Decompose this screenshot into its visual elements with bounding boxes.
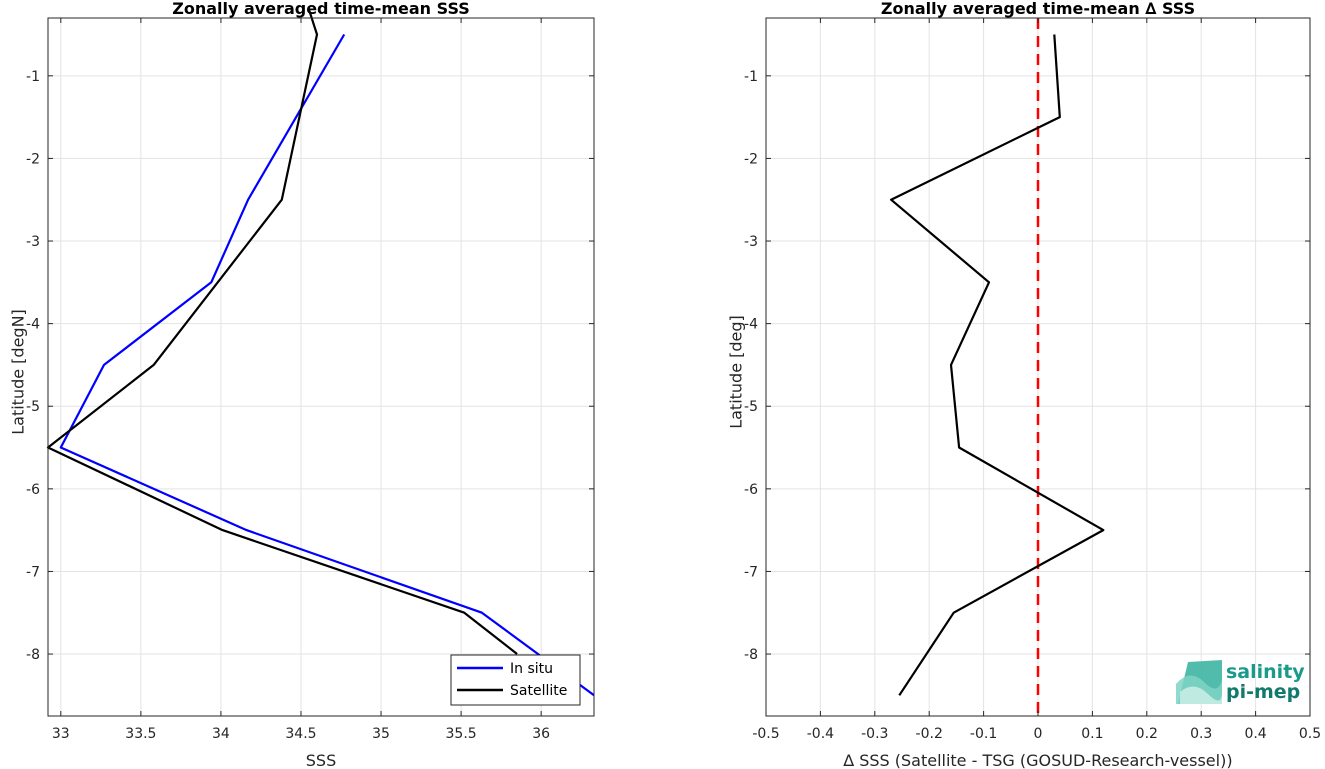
y-tick-label: -8 xyxy=(26,647,40,663)
x-tick-label: 35 xyxy=(372,726,390,742)
y-tick-label: -3 xyxy=(744,234,758,250)
y-tick-label: -4 xyxy=(26,317,40,333)
legend-label-satellite: Satellite xyxy=(510,683,567,699)
y-tick-label: -5 xyxy=(26,399,40,415)
x-tick-label: 0.3 xyxy=(1190,726,1212,742)
x-tick-label: -0.5 xyxy=(752,726,779,742)
y-tick-label: -8 xyxy=(744,647,758,663)
y-tick-label: -2 xyxy=(26,151,40,167)
y-tick-label: -6 xyxy=(744,482,758,498)
x-tick-label: 0.2 xyxy=(1136,726,1158,742)
delta-series xyxy=(889,18,1105,716)
sss-series xyxy=(46,9,595,697)
y-tick-label: -3 xyxy=(26,234,40,250)
legend-box xyxy=(450,654,581,706)
x-tick-label: -0.2 xyxy=(916,726,943,742)
x-tick-label: 34.5 xyxy=(285,726,316,742)
y-tick-label: -1 xyxy=(744,69,758,85)
x-tick-label: 0.4 xyxy=(1244,726,1266,742)
series-line-delta-sss xyxy=(889,34,1105,696)
x-tick-label: 35.5 xyxy=(446,726,477,742)
x-tick-label: 36 xyxy=(532,726,550,742)
y-tick-label: -5 xyxy=(744,399,758,415)
y-tick-label: -7 xyxy=(26,564,40,580)
delta-ylabel: Latitude [deg] xyxy=(727,315,746,429)
legend: In situ Satellite xyxy=(450,654,581,706)
sss-xlabel: SSS xyxy=(306,751,336,769)
delta-xlabel: ∆ SSS (Satellite - TSG (GOSUD-Research-v… xyxy=(842,751,1232,769)
y-tick-label: -4 xyxy=(744,317,758,333)
y-tick-label: -7 xyxy=(744,564,758,580)
sss-ylabel: Latitude [degN] xyxy=(9,309,28,435)
logo-text-pi-mep: pi-mep xyxy=(1226,681,1300,703)
sss-grid xyxy=(48,18,594,716)
delta-title: Zonally averaged time-mean ∆ SSS xyxy=(881,0,1195,18)
y-tick-label: -2 xyxy=(744,151,758,167)
legend-label-in-situ: In situ xyxy=(510,661,553,677)
series-line-satellite xyxy=(46,9,518,655)
sss-title: Zonally averaged time-mean SSS xyxy=(172,0,470,18)
wave-logo-icon xyxy=(1176,660,1222,704)
y-tick-label: -6 xyxy=(26,482,40,498)
x-tick-label: 33.5 xyxy=(125,726,156,742)
delta-sss-panel: -0.5 -0.4 -0.3 -0.2 -0.1 0 0.1 0.2 0.3 0.4 0.5 -1 -2… xyxy=(727,0,1322,769)
salinity-pi-mep-logo: salinity pi-mep xyxy=(1176,660,1305,704)
delta-ticks: -0.5 -0.4 -0.3 -0.2 -0.1 0 0.1 0.2 0.3 0.4 0.5 -1 -2… xyxy=(744,18,1321,742)
x-tick-label: -0.4 xyxy=(807,726,834,742)
x-tick-label: -0.1 xyxy=(970,726,997,742)
y-tick-label: -1 xyxy=(26,69,40,85)
sss-axes-box xyxy=(47,17,595,717)
x-tick-label: -0.3 xyxy=(861,726,888,742)
x-tick-label: 33 xyxy=(52,726,70,742)
sss-ticks: 33 33.5 34 34.5 35 35.5 36 -1 -2 -3 -4 -5 -6 -7 -8 xyxy=(26,18,594,742)
sss-panel: 33 33.5 34 34.5 35 35.5 36 -1 -2 -3 -4 -5 -6 -7 -8 Zon… xyxy=(9,0,595,769)
x-tick-label: 0.1 xyxy=(1081,726,1103,742)
x-tick-label: 0 xyxy=(1034,726,1043,742)
x-tick-label: 0.5 xyxy=(1299,726,1321,742)
x-tick-label: 34 xyxy=(212,726,230,742)
logo-text-salinity: salinity xyxy=(1226,661,1305,683)
series-line-in-situ xyxy=(59,33,595,697)
